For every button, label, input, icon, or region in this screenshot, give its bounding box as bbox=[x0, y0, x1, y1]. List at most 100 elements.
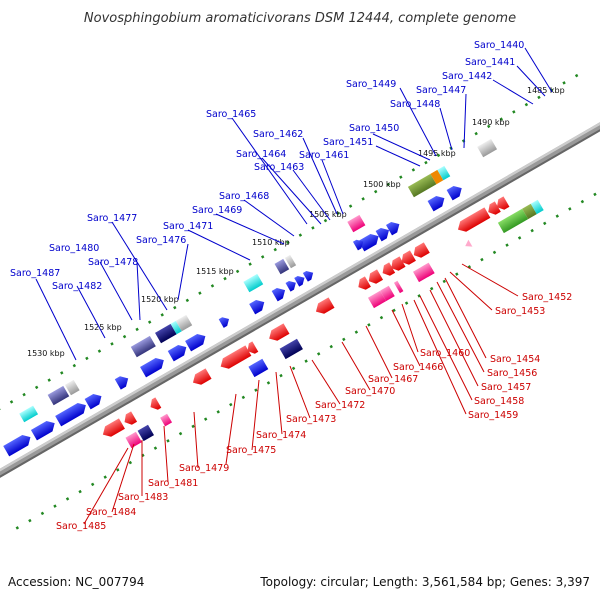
gene-box bbox=[64, 379, 80, 396]
gene-box bbox=[248, 358, 269, 378]
gene-label-saro-1481[interactable]: Saro_1481 bbox=[148, 478, 198, 489]
kbp-label: 1515 kbp bbox=[196, 267, 234, 276]
gene-box bbox=[19, 405, 39, 423]
gene-label-saro-1466[interactable]: Saro_1466 bbox=[393, 362, 443, 373]
gene-label-saro-1449[interactable]: Saro_1449 bbox=[346, 79, 396, 90]
gene-box bbox=[170, 320, 182, 335]
gene-box bbox=[130, 335, 156, 358]
gene-arrow bbox=[391, 256, 406, 271]
gene-arrow bbox=[218, 317, 230, 328]
gene-arrow bbox=[457, 207, 491, 232]
gene-label-saro-1470[interactable]: Saro_1470 bbox=[345, 386, 395, 397]
gene-box bbox=[155, 323, 177, 344]
forward-label-text: Saro_1440 Saro_1441 Saro_1442 Saro_1447 … bbox=[10, 40, 524, 292]
gene-label-saro-1480[interactable]: Saro_1480 bbox=[49, 243, 99, 254]
accession-text: Accession: NC_007794 bbox=[8, 575, 144, 589]
gene-label-saro-1456[interactable]: Saro_1456 bbox=[487, 368, 537, 379]
gene-label-saro-1469[interactable]: Saro_1469 bbox=[192, 205, 242, 216]
gene-label-saro-1465[interactable]: Saro_1465 bbox=[206, 109, 256, 120]
gene-label-saro-1452[interactable]: Saro_1452 bbox=[522, 292, 572, 303]
gene-box bbox=[47, 385, 70, 406]
gene-arrow bbox=[124, 411, 138, 425]
gene-arrow bbox=[375, 227, 389, 242]
gene-label-saro-1441[interactable]: Saro_1441 bbox=[465, 57, 515, 68]
gene-label-saro-1483[interactable]: Saro_1483 bbox=[118, 492, 168, 503]
gene-arrow bbox=[496, 196, 510, 210]
gene-arrow bbox=[294, 275, 305, 287]
gene-arrow bbox=[150, 397, 162, 410]
gene-arrow bbox=[302, 270, 314, 282]
gene-label-saro-1453[interactable]: Saro_1453 bbox=[495, 306, 545, 317]
gene-label-saro-1460[interactable]: Saro_1460 bbox=[420, 348, 470, 359]
gene-label-saro-1462[interactable]: Saro_1462 bbox=[253, 129, 303, 140]
reverse-label-text: Saro_1452 Saro_1453 Saro_1454 Saro_1456 … bbox=[56, 292, 572, 532]
kbp-label: 1530 kbp bbox=[27, 349, 65, 358]
gene-label-saro-1458[interactable]: Saro_1458 bbox=[474, 396, 524, 407]
gene-arrow bbox=[102, 418, 125, 437]
gene-arrow bbox=[488, 201, 501, 215]
gene-arrow bbox=[427, 195, 445, 212]
reverse-genes bbox=[102, 196, 544, 449]
gene-label-saro-1474[interactable]: Saro_1474 bbox=[256, 430, 306, 441]
gene-label-saro-1487[interactable]: Saro_1487 bbox=[10, 268, 60, 279]
kbp-label: 1485 kbp bbox=[527, 86, 565, 95]
gene-label-saro-1459[interactable]: Saro_1459 bbox=[468, 410, 518, 421]
gene-label-saro-1468[interactable]: Saro_1468 bbox=[219, 191, 269, 202]
gene-arrow bbox=[247, 341, 259, 354]
genome-backbone bbox=[0, 106, 600, 494]
gene-box bbox=[407, 173, 437, 198]
gene-label-saro-1471[interactable]: Saro_1471 bbox=[163, 221, 213, 232]
kbp-label: 1510 kbp bbox=[252, 238, 290, 247]
gene-label-saro-1484[interactable]: Saro_1484 bbox=[86, 507, 136, 518]
gene-label-saro-1475[interactable]: Saro_1475 bbox=[226, 445, 276, 456]
gene-label-saro-1476[interactable]: Saro_1476 bbox=[136, 235, 186, 246]
gene-box bbox=[284, 254, 297, 269]
gene-arrow bbox=[358, 276, 371, 290]
gene-arrow bbox=[55, 402, 86, 427]
gene-label-saro-1447[interactable]: Saro_1447 bbox=[416, 85, 466, 96]
gene-label-saro-1472[interactable]: Saro_1472 bbox=[315, 400, 365, 411]
gene-label-saro-1477[interactable]: Saro_1477 bbox=[87, 213, 137, 224]
gene-label-saro-1485[interactable]: Saro_1485 bbox=[56, 521, 106, 532]
gene-label-saro-1478[interactable]: Saro_1478 bbox=[88, 257, 138, 268]
gene-box bbox=[477, 138, 498, 158]
gene-box bbox=[530, 199, 544, 215]
gene-arrow bbox=[382, 262, 396, 276]
gene-arrow bbox=[185, 333, 206, 352]
gene-label-saro-1450[interactable]: Saro_1450 bbox=[349, 123, 399, 134]
gene-arrow bbox=[84, 393, 102, 410]
gene-label-saro-1473[interactable]: Saro_1473 bbox=[286, 414, 336, 425]
genome-track bbox=[0, 70, 600, 530]
gene-label-saro-1482[interactable]: Saro_1482 bbox=[52, 281, 102, 292]
gene-arrow bbox=[368, 269, 384, 284]
gene-box bbox=[160, 413, 173, 427]
gene-arrow bbox=[465, 239, 473, 247]
gene-arrow bbox=[385, 221, 400, 236]
gene-label-saro-1454[interactable]: Saro_1454 bbox=[490, 354, 540, 365]
gene-box bbox=[274, 258, 290, 275]
gene-arrow bbox=[446, 185, 462, 201]
gene-arrow bbox=[315, 297, 335, 314]
gene-box bbox=[137, 424, 154, 442]
gene-box bbox=[175, 314, 193, 332]
gene-label-saro-1463[interactable]: Saro_1463 bbox=[254, 162, 304, 173]
gene-box bbox=[279, 338, 303, 360]
gene-arrow bbox=[167, 344, 187, 362]
gene-label-saro-1448[interactable]: Saro_1448 bbox=[390, 99, 440, 110]
gene-label-saro-1479[interactable]: Saro_1479 bbox=[179, 463, 229, 474]
gene-label-saro-1442[interactable]: Saro_1442 bbox=[442, 71, 492, 82]
kbp-label: 1495 kbp bbox=[418, 149, 456, 158]
gene-label-saro-1461[interactable]: Saro_1461 bbox=[299, 150, 349, 161]
gene-box bbox=[497, 208, 529, 234]
gene-label-saro-1451[interactable]: Saro_1451 bbox=[323, 137, 373, 148]
gene-label-saro-1464[interactable]: Saro_1464 bbox=[236, 149, 286, 160]
gene-label-saro-1467[interactable]: Saro_1467 bbox=[368, 374, 418, 385]
gene-box bbox=[437, 165, 451, 181]
gene-arrow bbox=[140, 357, 164, 378]
gene-label-saro-1457[interactable]: Saro_1457 bbox=[481, 382, 531, 393]
kbp-label: 1525 kbp bbox=[84, 323, 122, 332]
gene-box bbox=[380, 285, 395, 302]
gene-label-saro-1440[interactable]: Saro_1440 bbox=[474, 40, 524, 51]
genome-summary-text: Topology: circular; Length: 3,561,584 bp… bbox=[259, 575, 590, 589]
